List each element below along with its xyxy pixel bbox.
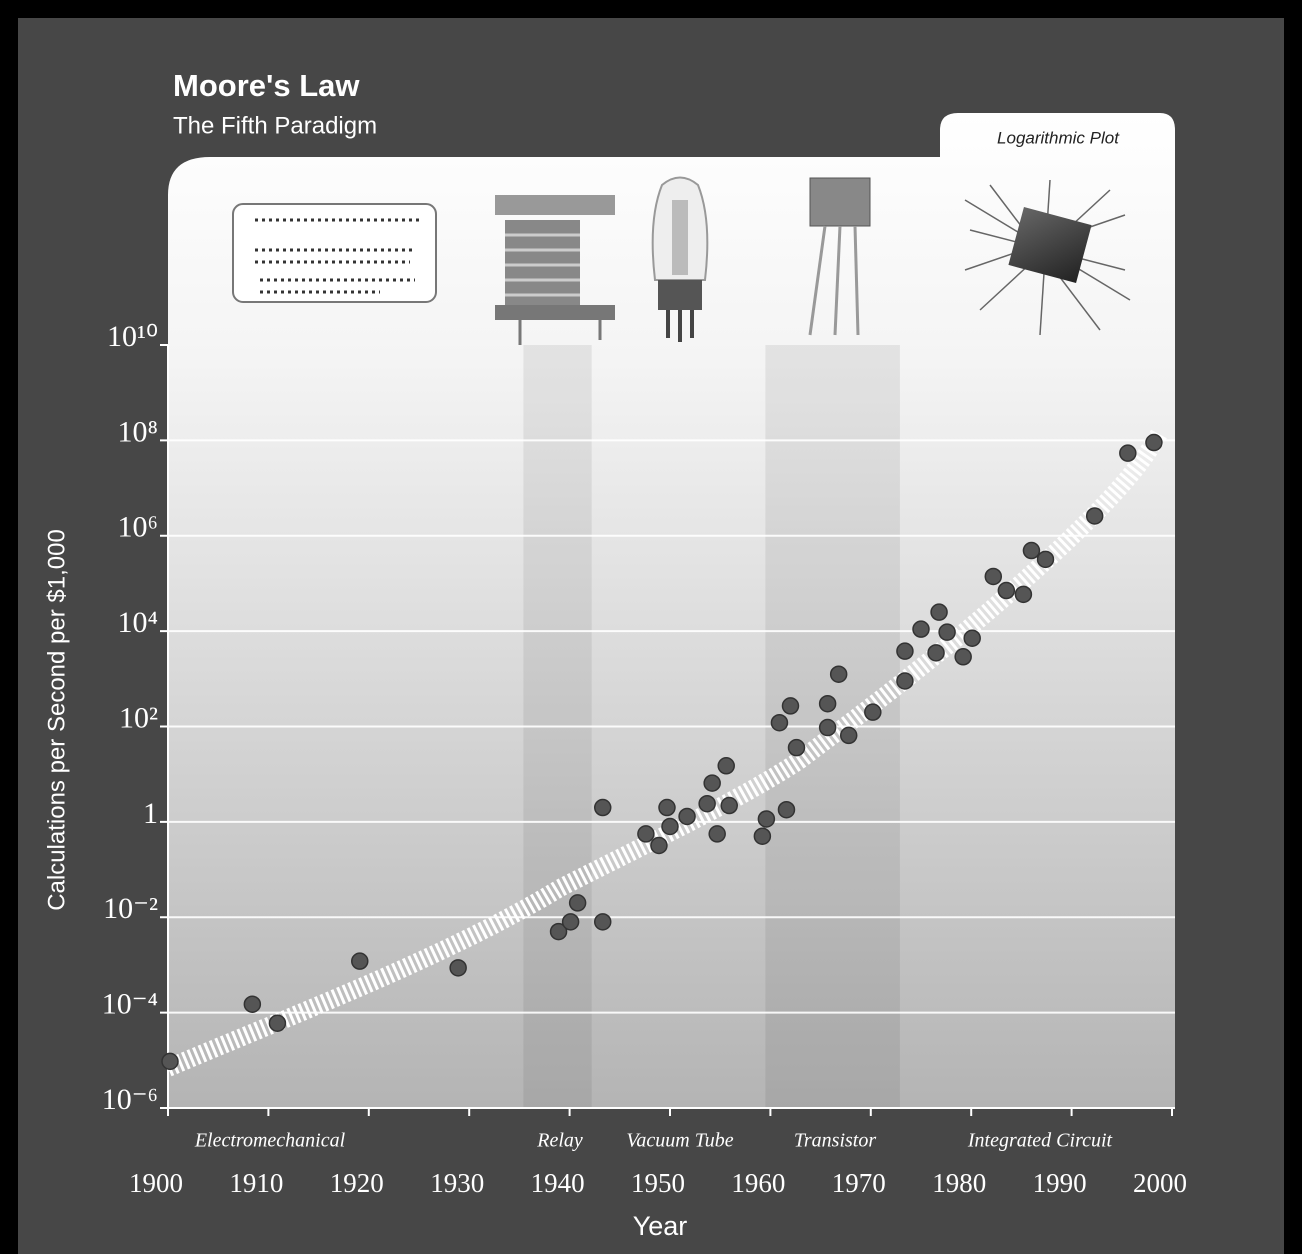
data-point bbox=[757, 810, 776, 828]
data-point bbox=[637, 825, 655, 843]
data-point bbox=[449, 959, 467, 977]
data-point bbox=[708, 825, 726, 843]
x-tick-label: 1930 bbox=[430, 1168, 484, 1198]
paradigm-label: Vacuum Tube bbox=[626, 1130, 733, 1152]
data-point bbox=[351, 952, 369, 970]
data-point bbox=[717, 757, 735, 775]
data-point bbox=[864, 703, 882, 721]
y-tick-label: 10⁶ bbox=[118, 511, 158, 544]
data-point bbox=[753, 827, 772, 845]
data-point bbox=[650, 836, 668, 855]
data-point bbox=[658, 798, 676, 817]
data-point bbox=[593, 798, 612, 817]
data-point bbox=[561, 913, 580, 931]
data-point bbox=[678, 807, 696, 826]
data-point bbox=[161, 1052, 179, 1071]
data-point bbox=[268, 1014, 287, 1032]
data-point bbox=[1036, 550, 1055, 569]
data-point bbox=[787, 738, 806, 757]
data-point bbox=[997, 581, 1016, 600]
paradigm-label: Transistor bbox=[794, 1130, 876, 1152]
y-tick-label: 1 bbox=[143, 797, 158, 830]
trend-band bbox=[164, 427, 1168, 1077]
data-point bbox=[568, 894, 587, 912]
x-tick-label: 1980 bbox=[932, 1168, 986, 1198]
data-point bbox=[698, 794, 716, 813]
chip-icon bbox=[964, 179, 1131, 336]
icons bbox=[232, 176, 1131, 345]
x-tick-label: 1950 bbox=[631, 1168, 685, 1198]
plot-panel bbox=[168, 113, 1175, 1108]
x-tick-label: 2000 bbox=[1133, 1168, 1187, 1198]
y-tick-label: 10⁴ bbox=[118, 606, 158, 639]
y-tick-label: 10⁻⁴ bbox=[102, 988, 158, 1021]
x-tick-label: 1990 bbox=[1033, 1168, 1087, 1198]
data-point bbox=[777, 800, 796, 819]
punch-card-icon bbox=[232, 203, 437, 303]
data-point bbox=[963, 629, 981, 647]
x-tick-label: 1960 bbox=[731, 1168, 785, 1198]
data-point bbox=[703, 774, 721, 792]
data-point bbox=[1145, 433, 1163, 452]
x-tick-label: 1920 bbox=[330, 1168, 384, 1198]
data-point bbox=[720, 796, 738, 815]
data-point bbox=[770, 713, 789, 732]
data-point bbox=[938, 623, 956, 641]
data-point bbox=[912, 620, 930, 638]
vacuum-tube-icon bbox=[651, 176, 709, 342]
annotation: Logarithmic Plot bbox=[997, 128, 1120, 147]
data-point bbox=[829, 665, 848, 683]
data-point bbox=[839, 726, 858, 745]
data-point bbox=[549, 922, 568, 941]
paradigm-label: Integrated Circuit bbox=[967, 1130, 1113, 1152]
data-point bbox=[930, 603, 948, 621]
relay-icon bbox=[495, 195, 615, 345]
paradigm-label: Relay bbox=[536, 1130, 583, 1152]
data-point bbox=[927, 644, 945, 662]
data-point bbox=[818, 718, 837, 737]
x-tick-label: 1900 bbox=[129, 1168, 183, 1198]
x-tick-label: 1910 bbox=[229, 1168, 283, 1198]
chart-title: Moore's Law bbox=[173, 68, 360, 103]
chart-subtitle: The Fifth Paradigm bbox=[173, 112, 377, 139]
data-point bbox=[781, 697, 800, 715]
y-tick-label: 10⁻² bbox=[103, 892, 158, 925]
data-point bbox=[1119, 444, 1137, 462]
x-tick-label: 1970 bbox=[832, 1168, 886, 1198]
data-point bbox=[896, 672, 914, 690]
x-axis-label: Year bbox=[633, 1211, 688, 1241]
data-point bbox=[896, 642, 914, 660]
transistor-icon bbox=[808, 177, 871, 336]
data-point bbox=[984, 567, 1003, 586]
x-tick-label: 1940 bbox=[531, 1168, 585, 1198]
y-tick-label: 10⁸ bbox=[118, 415, 158, 448]
data-point bbox=[818, 694, 837, 713]
paradigm-label: Electromechanical bbox=[194, 1130, 346, 1152]
data-point bbox=[954, 648, 972, 666]
data-point bbox=[593, 913, 612, 931]
data-point bbox=[243, 995, 262, 1013]
y-tick-label: 10² bbox=[119, 701, 158, 734]
y-axis-label: Calculations per Second per $1,000 bbox=[43, 529, 70, 911]
data-point bbox=[1085, 507, 1104, 525]
y-tick-label: 10¹⁰ bbox=[107, 320, 158, 353]
data-point bbox=[1014, 585, 1033, 604]
y-tick-label: 10⁻⁶ bbox=[102, 1083, 158, 1116]
data-point bbox=[1022, 541, 1041, 560]
data-point bbox=[661, 817, 679, 836]
